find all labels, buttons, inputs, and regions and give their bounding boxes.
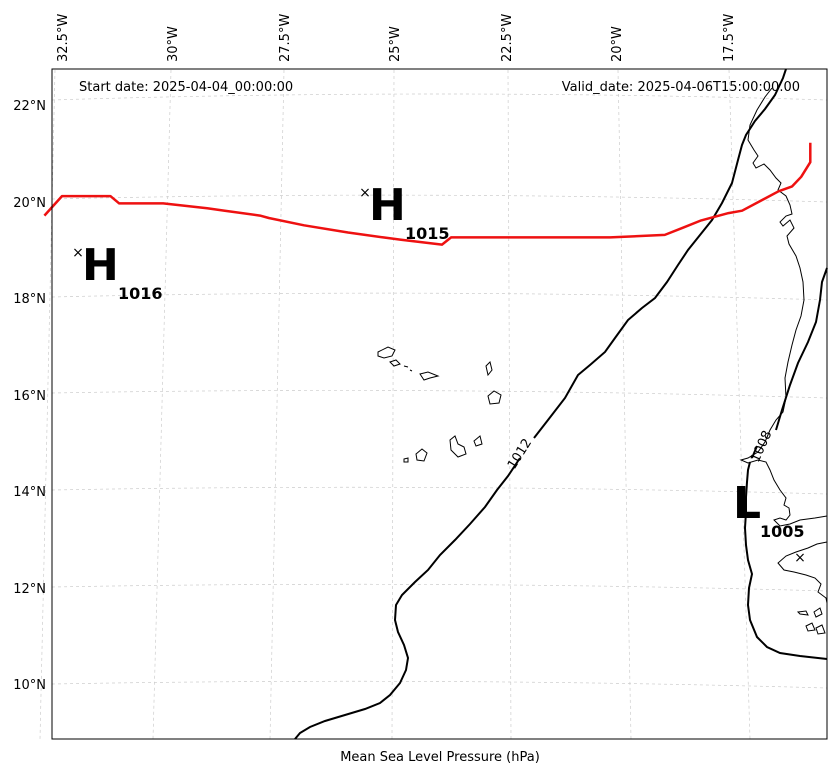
start-date-label: Start date: 2025-04-04_00:00:00 xyxy=(79,80,293,95)
isobar-1012 xyxy=(294,68,787,740)
lat-tick-label: 12°N xyxy=(13,582,46,597)
parallel-16n xyxy=(51,390,828,399)
lat-tick-label: 14°N xyxy=(13,485,46,500)
parallel-10n xyxy=(51,680,828,689)
cape-verde-maio xyxy=(473,435,483,447)
cape-verde-santa-luzia xyxy=(403,365,413,372)
coastlines xyxy=(377,87,828,635)
lat-tick-label: 20°N xyxy=(13,196,46,211)
map-background xyxy=(52,69,827,739)
cape-verde-sao-nicolau xyxy=(419,371,440,381)
lat-tick-label: 16°N xyxy=(13,389,46,404)
lon-tick-label: 17.5°W xyxy=(722,14,737,62)
system-center-marker: × xyxy=(72,245,84,261)
lon-tick-label: 20°W xyxy=(610,26,625,62)
system-letter: H xyxy=(82,240,119,291)
system-letter: H xyxy=(369,180,406,231)
lat-tick-label: 10°N xyxy=(13,678,46,693)
map-frame xyxy=(51,68,828,740)
longitude-tick-labels: 32.5°W 30°W 27.5°W 25°W 22.5°W 20°W 17.5… xyxy=(56,14,737,62)
cape-verde-fogo xyxy=(415,448,428,462)
low-pressure-system: × L 1005 xyxy=(733,478,806,566)
system-pressure: 1005 xyxy=(760,522,805,541)
system-pressure: 1016 xyxy=(118,284,163,303)
high-pressure-system-west: × H 1016 xyxy=(72,240,162,303)
x-axis-label: Mean Sea Level Pressure (hPa) xyxy=(340,750,540,765)
system-pressure: 1015 xyxy=(405,224,450,243)
parallel-18n xyxy=(51,292,828,301)
high-pressure-system-east: × H 1015 xyxy=(359,180,449,243)
lon-tick-label: 30°W xyxy=(166,26,181,62)
gridlines xyxy=(39,69,828,740)
storm-track-line xyxy=(43,142,812,246)
cape-verde-sal xyxy=(485,361,493,377)
parallel-20n xyxy=(51,194,828,203)
cape-verde-santo-antao xyxy=(377,346,396,359)
latitude-tick-labels: 22°N 20°N 18°N 16°N 14°N 12°N 10°N xyxy=(13,99,46,693)
parallel-14n xyxy=(51,486,828,495)
parallel-22n xyxy=(51,93,828,101)
lon-tick-label: 25°W xyxy=(388,26,403,62)
isobars xyxy=(294,68,828,740)
cape-verde-sao-vicente xyxy=(389,359,401,367)
lon-tick-label: 27.5°W xyxy=(278,14,293,62)
cape-verde-santiago xyxy=(449,435,467,458)
lat-tick-label: 22°N xyxy=(13,99,46,114)
africa-coast xyxy=(739,87,828,527)
parallel-12n xyxy=(51,583,828,592)
system-center-marker: × xyxy=(359,185,371,201)
lon-tick-label: 22.5°W xyxy=(500,14,515,62)
valid-date-label: Valid_date: 2025-04-06T15:00:00.00 xyxy=(562,80,800,95)
guinea-islands xyxy=(796,607,826,635)
system-letter: L xyxy=(733,478,761,529)
lat-tick-label: 18°N xyxy=(13,292,46,307)
cape-verde-brava xyxy=(403,457,409,463)
system-center-marker: × xyxy=(794,550,806,566)
africa-coast-south xyxy=(777,541,828,604)
lon-tick-label: 32.5°W xyxy=(56,14,71,62)
cape-verde-boa-vista xyxy=(487,390,502,405)
isobar-1008 xyxy=(743,267,828,660)
